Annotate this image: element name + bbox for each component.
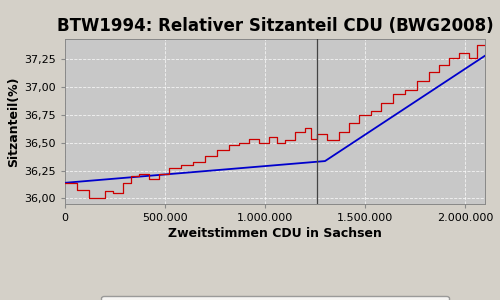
Title: BTW1994: Relativer Sitzanteil CDU (BWG2008): BTW1994: Relativer Sitzanteil CDU (BWG20… bbox=[56, 17, 494, 35]
X-axis label: Zweitstimmen CDU in Sachsen: Zweitstimmen CDU in Sachsen bbox=[168, 227, 382, 240]
Y-axis label: Sitzanteil(%): Sitzanteil(%) bbox=[7, 76, 20, 167]
Legend: Sitzanteil real, Sitzanteil ideal, Wahlergebnis: Sitzanteil real, Sitzanteil ideal, Wahle… bbox=[101, 296, 449, 300]
